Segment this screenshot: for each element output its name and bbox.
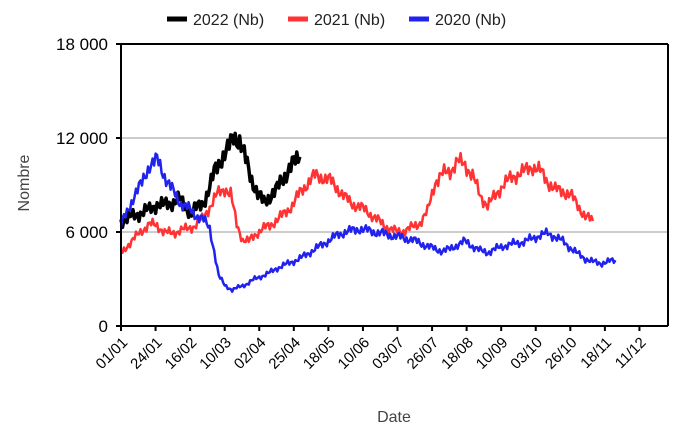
y-tick-label: 18 000 (56, 35, 108, 54)
x-tick-label: 01/01 (93, 334, 132, 373)
x-tick-label: 26/07 (404, 334, 443, 373)
y-tick-label: 0 (99, 317, 108, 336)
legend-label: 2022 (Nb) (193, 12, 264, 29)
x-tick-label: 11/12 (612, 334, 650, 372)
gridlines (121, 137, 668, 233)
y-tick-label: 6 000 (65, 223, 108, 242)
y-tick-label: 12 000 (56, 129, 108, 148)
x-axis-title: Date (377, 409, 411, 426)
y-axis-title: Nombre (16, 154, 33, 211)
x-tick-label: 03/07 (369, 334, 408, 373)
axes (116, 43, 669, 331)
series-lines (119, 131, 617, 293)
x-tick-labels: 01/0124/0116/0210/0302/0425/0418/0510/06… (93, 334, 650, 373)
x-tick-label: 10/09 (473, 334, 512, 373)
x-tick-label: 18/11 (577, 334, 615, 372)
x-tick-label: 16/02 (162, 334, 201, 373)
x-tick-label: 10/06 (335, 334, 374, 373)
series-line (119, 152, 617, 293)
x-tick-label: 18/05 (300, 334, 339, 373)
x-tick-label: 25/04 (265, 334, 304, 373)
series-line (119, 131, 302, 230)
legend-label: 2020 (Nb) (435, 12, 506, 29)
legend-label: 2021 (Nb) (314, 12, 385, 29)
legend: 2022 (Nb) 2021 (Nb) 2020 (Nb) (167, 12, 506, 29)
x-tick-label: 03/10 (507, 334, 546, 373)
series-line (121, 151, 595, 255)
x-tick-label: 18/08 (438, 334, 477, 373)
x-tick-label: 10/03 (196, 334, 235, 373)
y-tick-labels: 0 6 000 12 000 18 000 (56, 35, 108, 336)
x-tick-label: 26/10 (542, 334, 581, 373)
x-tick-label: 02/04 (231, 334, 270, 373)
x-tick-label: 24/01 (127, 334, 166, 373)
